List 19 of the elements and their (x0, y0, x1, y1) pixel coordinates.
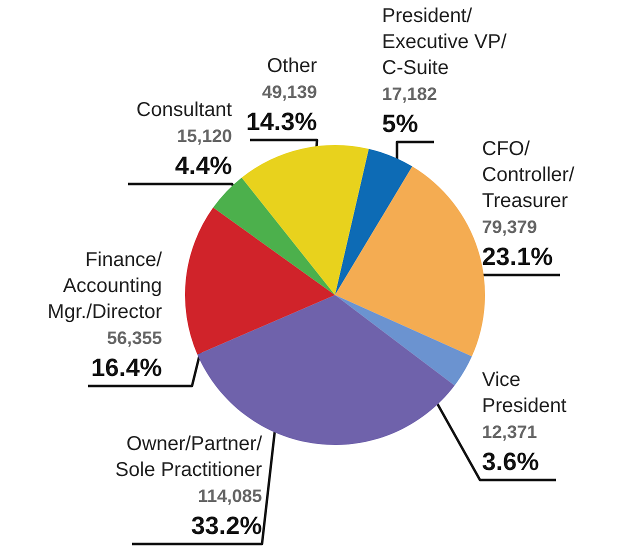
data-label: 79,379 23.1% (482, 217, 553, 271)
pie-slice (185, 208, 335, 354)
pie-slice (335, 295, 472, 386)
data-label: 15,120 4.4% (175, 126, 232, 180)
data-label: 17,182 5% (382, 84, 438, 138)
slice-label: Other (266, 55, 318, 77)
slice-label: Owner/Partner/ Sole Practitioner (115, 433, 262, 481)
slice-label: Consultant (136, 99, 232, 121)
slice-label: CFO/ Controller/ Treasurer (482, 138, 575, 212)
slice-label: Finance/ Accounting Mgr./Director (48, 249, 162, 323)
data-label: 114,085 33.2% (191, 486, 262, 540)
data-label: 56,355 16.4% (91, 328, 162, 382)
pie-slice (335, 148, 412, 295)
pie-slice (242, 145, 369, 295)
slice-label: President/ Executive VP/ C-Suite (382, 5, 507, 79)
data-label: 49,139 14.3% (246, 82, 317, 136)
pie-slice (213, 178, 335, 295)
data-label: 12,371 3.6% (482, 422, 539, 476)
slice-label: Vice President (482, 369, 567, 417)
